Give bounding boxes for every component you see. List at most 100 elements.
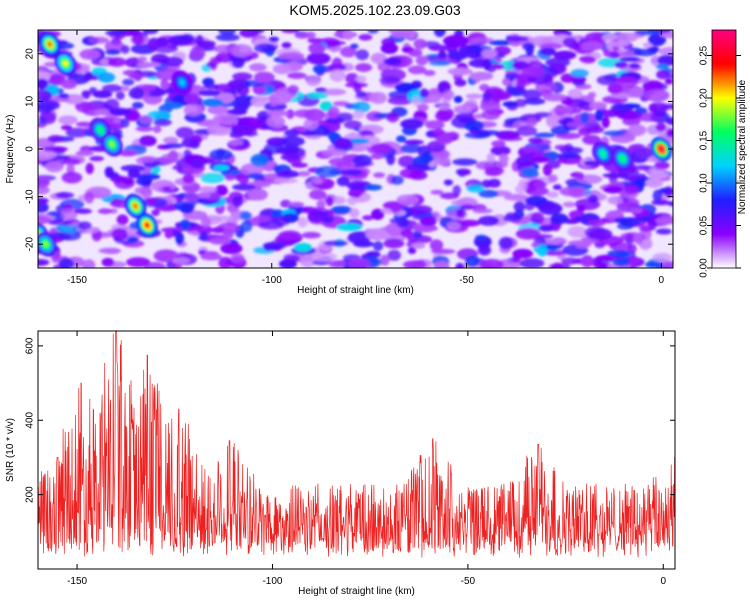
spectrogram-cell xyxy=(331,57,343,71)
spectrogram-cell xyxy=(273,178,298,184)
spectrogram-cell xyxy=(105,49,121,55)
spectrogram-cell xyxy=(100,58,110,66)
spectrogram-cell xyxy=(172,165,183,171)
spectrogram-cell xyxy=(515,155,535,167)
spectrogram-cell xyxy=(146,110,172,121)
snr-x-ticks: -150 -100 -50 0 xyxy=(67,331,666,587)
spectrogram-cell xyxy=(353,80,362,94)
spectrogram-cell xyxy=(250,153,269,167)
spectrogram-cell xyxy=(616,32,639,43)
spectrogram-cell xyxy=(38,259,50,267)
y-tick-label: 400 xyxy=(25,411,36,428)
spectrogram-cell xyxy=(183,93,199,104)
spectrogram-cell xyxy=(644,89,670,102)
spectrogram-cell xyxy=(105,30,126,37)
spectrogram-cell xyxy=(478,215,500,226)
spectrogram-cell xyxy=(175,127,195,139)
spectrogram-cell xyxy=(152,125,162,134)
spectrogram-cell xyxy=(38,103,55,114)
spectrogram-cell xyxy=(498,236,513,250)
spectrogram-cell xyxy=(477,245,492,256)
spectrogram-cell xyxy=(239,211,252,220)
spectrogram-cell xyxy=(355,75,367,83)
spectrogram-cell xyxy=(619,217,641,227)
spectrogram-cell xyxy=(648,33,667,47)
spectrogram-cell xyxy=(336,176,350,187)
spectrogram-cell xyxy=(286,109,295,119)
spectrogram-cell xyxy=(239,177,249,185)
y-tick-label: 0 xyxy=(25,146,36,152)
spectrogram-cell xyxy=(320,40,346,46)
spectrogram-cell xyxy=(196,40,216,48)
spectrogram-cell xyxy=(587,219,606,227)
spectrogram-cell xyxy=(287,85,299,95)
spectrogram-cell xyxy=(118,150,138,157)
spectrogram-cell xyxy=(539,47,557,56)
spectrogram-cell xyxy=(203,251,219,257)
spectrogram-cell xyxy=(304,108,326,122)
spectrogram-cell xyxy=(253,43,277,54)
spectrogram-hotspot xyxy=(109,141,115,148)
spectrogram-cell xyxy=(281,30,300,34)
spectrogram-cell xyxy=(552,184,562,191)
x-tick-label: -100 xyxy=(262,275,282,286)
spectrogram-cell xyxy=(212,113,238,125)
spectrogram-cell xyxy=(460,204,476,210)
spectrogram-cell xyxy=(266,110,290,117)
spectrogram-cell xyxy=(536,243,548,257)
spectrogram-cell xyxy=(232,195,244,207)
spectrogram-cell xyxy=(142,30,159,35)
spectrogram-cell xyxy=(126,257,151,268)
spectrogram-cell xyxy=(447,50,469,60)
spectrogram-cell xyxy=(327,106,340,120)
spectrogram-cell xyxy=(493,46,512,56)
spectrogram-cell xyxy=(272,64,292,75)
spectrogram-cell xyxy=(408,48,423,57)
colorbar-label: Normalized spectral amplitude xyxy=(737,79,748,214)
spectrogram-cell xyxy=(451,199,466,206)
spectrogram-cell xyxy=(439,192,460,200)
spectrogram-cell xyxy=(248,63,267,72)
spectrogram-cell xyxy=(153,118,172,127)
spectrogram-cell xyxy=(627,243,637,254)
spectrogram-cell xyxy=(183,104,203,117)
spectrogram-cell xyxy=(365,251,381,259)
spectrogram-cell xyxy=(386,57,402,66)
spectrogram-cell xyxy=(82,259,96,268)
spectrogram-cell xyxy=(367,30,379,34)
spectrogram-cell xyxy=(38,89,53,102)
spectrogram-cell xyxy=(553,30,569,36)
spectrogram-cell xyxy=(218,256,233,268)
spectrogram-cell xyxy=(452,158,478,166)
spectrogram-cell xyxy=(442,89,455,100)
spectrogram-cell xyxy=(373,172,386,178)
spectrogram-cell xyxy=(505,35,529,42)
spectrogram-cell xyxy=(502,101,518,108)
y-tick-label: -10 xyxy=(25,189,36,204)
spectrogram-cell xyxy=(481,49,498,58)
spectrogram-cell xyxy=(163,56,184,67)
spectrogram-cell xyxy=(521,66,547,78)
spectrogram-cell xyxy=(162,186,172,192)
spectrogram-cell xyxy=(151,209,160,217)
spectrogram-cell xyxy=(655,228,672,235)
spectrogram-cell xyxy=(664,78,673,85)
spectrogram-cell xyxy=(603,185,623,194)
spectrogram-cell xyxy=(619,56,641,62)
spectrogram-cell xyxy=(550,125,570,135)
spectrogram-cell xyxy=(281,42,292,49)
spectrogram-cell xyxy=(466,184,485,193)
y-tick-label: 20 xyxy=(25,48,36,60)
spectrogram-cell xyxy=(38,215,51,225)
spectrogram-cell xyxy=(553,105,573,115)
spectrogram-cell xyxy=(371,208,385,220)
spectrogram-cell xyxy=(528,137,543,144)
spectrogram-cell xyxy=(220,242,243,255)
spectrogram-cell xyxy=(469,71,494,81)
colorbar-gradient xyxy=(712,30,736,268)
spectrogram-cell xyxy=(633,48,658,57)
spectrogram-cell xyxy=(135,177,153,186)
spectrogram-cell xyxy=(116,214,129,226)
spectrogram-cell xyxy=(552,262,563,268)
spectrogram-cell xyxy=(431,211,440,218)
